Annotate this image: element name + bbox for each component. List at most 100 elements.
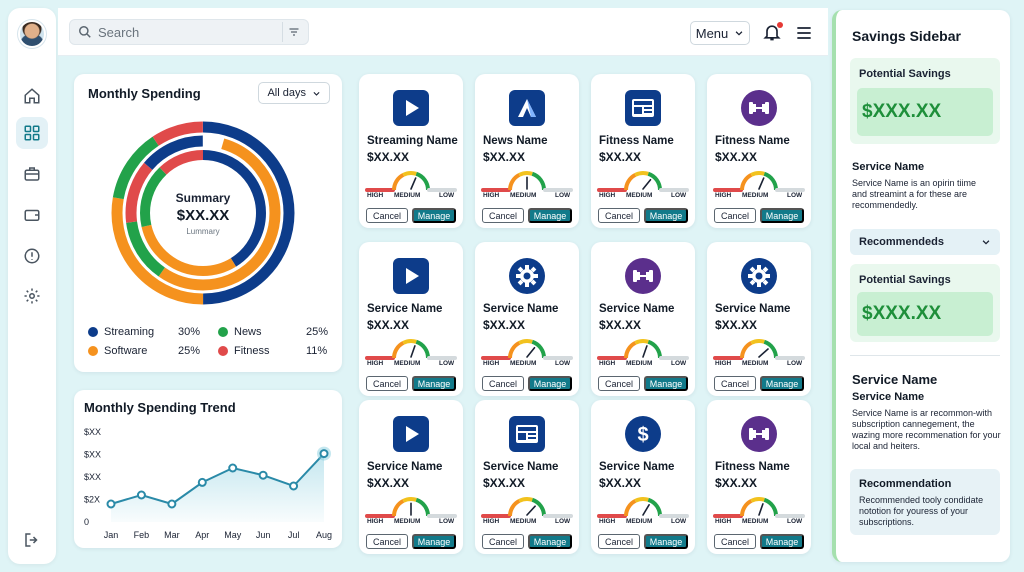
- gauge-arc: [518, 339, 533, 345]
- wallet-icon[interactable]: [16, 199, 48, 231]
- y-tick-label: $XX: [84, 472, 101, 482]
- cancel-button[interactable]: Cancel: [714, 208, 756, 223]
- cancel-button[interactable]: Cancel: [482, 534, 524, 549]
- menu-dropdown[interactable]: Menu: [690, 21, 750, 45]
- x-tick-label: Jul: [288, 530, 300, 540]
- info-icon[interactable]: [16, 240, 48, 272]
- legend-label: Software: [104, 345, 148, 357]
- manage-button[interactable]: Manage: [412, 208, 456, 223]
- cancel-button[interactable]: Cancel: [366, 208, 408, 223]
- chevron-down-icon: [735, 31, 743, 36]
- gauge-arc: [740, 341, 753, 359]
- gauge-arc: [634, 339, 649, 345]
- manage-button[interactable]: Manage: [760, 376, 804, 391]
- gauge-needle: [526, 346, 536, 358]
- search-input[interactable]: [98, 22, 278, 42]
- gauge-needle: [410, 177, 417, 190]
- spending-donut-chart: [111, 121, 295, 305]
- usage-gauge: [365, 494, 457, 518]
- manage-button[interactable]: Manage: [644, 534, 688, 549]
- hamburger-icon[interactable]: [794, 23, 814, 43]
- newspaper-icon: [509, 416, 545, 452]
- gauge-needle: [526, 505, 536, 516]
- cancel-button[interactable]: Cancel: [366, 376, 408, 391]
- trend-point[interactable]: [289, 481, 299, 491]
- cancel-button[interactable]: Cancel: [598, 534, 640, 549]
- service-card: Streaming Name $XX.XX HIGH MEDIUM LOW Cancel M…: [359, 74, 463, 228]
- gauge-arc: [402, 497, 417, 503]
- gauge-arc: [624, 499, 637, 517]
- gauge-needle: [758, 177, 765, 190]
- gauge-label-low: LOW: [555, 192, 571, 199]
- gauge-label-low: LOW: [787, 518, 803, 525]
- gauge-label-low: LOW: [787, 192, 803, 199]
- manage-button[interactable]: Manage: [528, 376, 572, 391]
- manage-button[interactable]: Manage: [644, 208, 688, 223]
- manage-button[interactable]: Manage: [528, 534, 572, 549]
- logout-icon[interactable]: [16, 524, 48, 556]
- cancel-button[interactable]: Cancel: [598, 208, 640, 223]
- service-name: Fitness Name: [715, 461, 790, 473]
- potential-savings-label: Potential Savings: [859, 68, 951, 80]
- gauge-arc: [415, 497, 431, 517]
- service-card: Fitness Name $XX.XX HIGH MEDIUM LOW Cancel Man…: [707, 400, 811, 554]
- service-name: Service Name: [367, 461, 443, 473]
- gauge-needle: [642, 178, 652, 190]
- gauge-label-medium: MEDIUM: [626, 360, 653, 367]
- gear-icon: [509, 258, 545, 294]
- legend-label: Streaming: [104, 326, 155, 338]
- service-price: $XX.XX: [483, 150, 526, 164]
- bell-icon[interactable]: [762, 22, 784, 44]
- manage-button[interactable]: Manage: [412, 534, 456, 549]
- manage-button[interactable]: Manage: [760, 208, 804, 223]
- manage-button[interactable]: Manage: [412, 376, 456, 391]
- service-name: Fitness Name: [715, 135, 790, 147]
- briefcase-icon[interactable]: [16, 158, 48, 190]
- donut-ring-inner-news: [140, 150, 266, 276]
- trend-point[interactable]: [258, 470, 268, 480]
- cancel-button[interactable]: Cancel: [482, 208, 524, 223]
- manage-button[interactable]: Manage: [760, 534, 804, 549]
- dashboard-icon[interactable]: [16, 117, 48, 149]
- donut-ring-inner-fitness: [140, 150, 266, 276]
- service-name: Service Name: [599, 303, 675, 315]
- gauge-label-medium: MEDIUM: [394, 518, 421, 525]
- cancel-button[interactable]: Cancel: [598, 376, 640, 391]
- legend-pct: 30%: [178, 326, 201, 338]
- cancel-button[interactable]: Cancel: [714, 534, 756, 549]
- newspaper-icon: [625, 90, 661, 126]
- filter-icon[interactable]: [282, 22, 304, 42]
- service-card: Service Name $XX.XX HIGH MEDIUM LOW Cancel Man…: [591, 242, 695, 396]
- gauge-label-medium: MEDIUM: [394, 360, 421, 367]
- recommendeds-dropdown[interactable]: Recommendeds: [850, 229, 1000, 255]
- trend-point[interactable]: [319, 449, 329, 459]
- donut-ring-inner-software: [140, 150, 266, 276]
- cancel-button[interactable]: Cancel: [366, 534, 408, 549]
- recommendeds-label: Recommendeds: [859, 236, 944, 248]
- settings-icon[interactable]: [16, 280, 48, 312]
- x-tick-label: May: [224, 530, 242, 540]
- gauge-label-low: LOW: [439, 360, 455, 367]
- cancel-button[interactable]: Cancel: [714, 376, 756, 391]
- trend-point[interactable]: [167, 499, 177, 509]
- service-card: Service Name $XX.XX HIGH MEDIUM LOW Cancel Man…: [359, 400, 463, 554]
- avatar[interactable]: [18, 20, 46, 48]
- gauge-label-high: HIGH: [599, 360, 616, 367]
- gauge-arc: [392, 173, 405, 191]
- gauge-label-high: HIGH: [715, 518, 732, 525]
- trend-point[interactable]: [136, 490, 146, 500]
- cancel-button[interactable]: Cancel: [482, 376, 524, 391]
- trend-point[interactable]: [106, 499, 116, 509]
- legend-pct: 25%: [178, 345, 201, 357]
- manage-button[interactable]: Manage: [644, 376, 688, 391]
- legend-item-news: News 25%: [218, 326, 330, 338]
- x-tick-label: Jun: [256, 530, 271, 540]
- trend-point[interactable]: [197, 477, 207, 487]
- legend-item-streaming: Streaming 30%: [88, 326, 200, 338]
- manage-button[interactable]: Manage: [528, 208, 572, 223]
- home-icon[interactable]: [16, 80, 48, 112]
- sidebar-service-subheading: Service Name: [852, 391, 925, 403]
- service-name: Service Name: [367, 303, 443, 315]
- trend-point[interactable]: [228, 463, 238, 473]
- period-dropdown[interactable]: All days: [258, 82, 330, 104]
